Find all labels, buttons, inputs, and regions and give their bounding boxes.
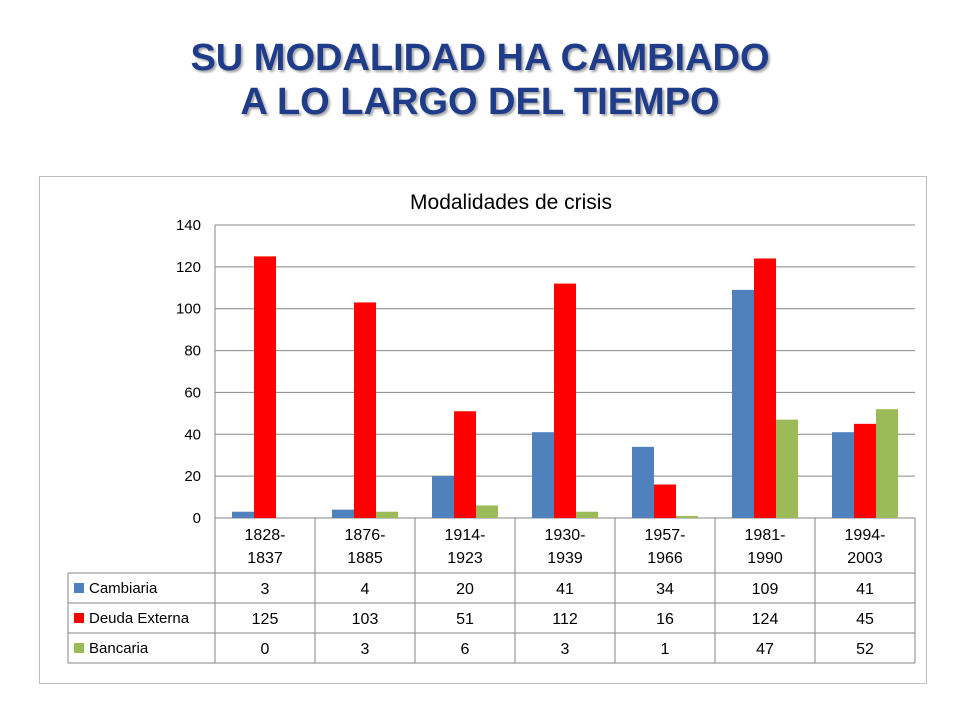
x-tick-label: 1876- — [345, 527, 386, 544]
slide-title-line-1: SU MODALIDAD HA CAMBIADO — [190, 37, 770, 79]
y-tick-label: 20 — [184, 468, 201, 485]
table-value: 3 — [261, 581, 270, 598]
y-tick-label: 60 — [184, 384, 201, 401]
table-value: 103 — [352, 611, 379, 628]
bar-deuda-externa — [654, 484, 676, 518]
bar-bancaria — [576, 511, 598, 518]
table-value: 34 — [656, 581, 674, 598]
x-tick-label: 1957- — [645, 527, 686, 544]
slide-title: SU MODALIDAD HA CAMBIADO A LO LARGO DEL … — [0, 36, 960, 124]
x-tick-label: 1885 — [347, 550, 383, 567]
legend-key-bancaria — [74, 643, 84, 653]
x-tick-label: 1994- — [845, 527, 886, 544]
x-tick-label: 1914- — [445, 527, 486, 544]
table-value: 124 — [752, 611, 779, 628]
bar-cambiaria — [732, 289, 754, 518]
x-tick-label: 1828- — [245, 527, 286, 544]
table-value: 109 — [752, 581, 779, 598]
x-tick-label: 1966 — [647, 550, 683, 567]
table-value: 112 — [552, 611, 578, 628]
legend-entry: Cambiaria — [89, 580, 158, 597]
y-tick-label: 140 — [176, 217, 201, 234]
bar-cambiaria — [532, 432, 554, 518]
legend-entry: Deuda Externa — [89, 610, 190, 627]
bar-bancaria — [776, 419, 798, 518]
legend-entry: Bancaria — [89, 640, 149, 657]
table-value: 41 — [856, 581, 874, 598]
chart-frame: Modalidades de crisis 0 20 40 60 80 100 120 140… — [39, 176, 927, 684]
bar-cambiaria — [432, 476, 454, 518]
table-value: 45 — [856, 611, 874, 628]
x-tick-label: 1837 — [247, 550, 283, 567]
table-value: 4 — [361, 581, 370, 598]
table-value: 3 — [361, 641, 370, 658]
x-tick-label: 1990 — [747, 550, 783, 567]
table-value: 16 — [656, 611, 674, 628]
bar-bancaria — [376, 511, 398, 518]
legend-key-deuda-externa — [74, 613, 84, 623]
table-value: 0 — [261, 641, 270, 658]
x-tick-label: 2003 — [847, 550, 883, 567]
bar-cambiaria — [232, 511, 254, 518]
slide-title-line-2: A LO LARGO DEL TIEMPO — [240, 81, 720, 123]
bar-deuda-externa — [754, 258, 776, 518]
bar-cambiaria — [832, 432, 854, 518]
bar-chart: Modalidades de crisis 020406080100120140… — [67, 191, 916, 664]
y-tick-label: 40 — [184, 426, 201, 443]
bar-deuda-externa — [554, 283, 576, 518]
bar-deuda-externa — [454, 411, 476, 518]
bar-bancaria — [476, 505, 498, 518]
table-value: 47 — [756, 641, 774, 658]
table-value: 41 — [556, 581, 574, 598]
bar-cambiaria — [332, 509, 354, 518]
bar-deuda-externa — [254, 256, 276, 518]
x-tick-label: 1981- — [745, 527, 786, 544]
table-value: 20 — [456, 581, 474, 598]
chart-title: Modalidades de crisis — [410, 191, 612, 214]
legend-key-cambiaria — [74, 583, 84, 593]
bar-deuda-externa — [854, 423, 876, 518]
y-tick-label: 80 — [184, 343, 201, 360]
table-value: 3 — [561, 641, 570, 658]
x-tick-label: 1939 — [547, 550, 583, 567]
bar-cambiaria — [632, 446, 654, 518]
bar-bancaria — [876, 409, 898, 518]
table-value: 52 — [856, 641, 874, 658]
y-tick-label: 0 — [193, 510, 201, 527]
x-tick-label: 1930- — [545, 527, 586, 544]
bar-bancaria — [676, 515, 698, 518]
y-tick-label: 100 — [176, 301, 201, 318]
y-tick-label: 120 — [176, 259, 201, 276]
table-value: 1 — [661, 641, 670, 658]
table-value: 125 — [252, 611, 279, 628]
table-value: 6 — [461, 641, 470, 658]
table-value: 51 — [456, 611, 474, 628]
bar-deuda-externa — [354, 302, 376, 518]
x-tick-label: 1923 — [447, 550, 483, 567]
